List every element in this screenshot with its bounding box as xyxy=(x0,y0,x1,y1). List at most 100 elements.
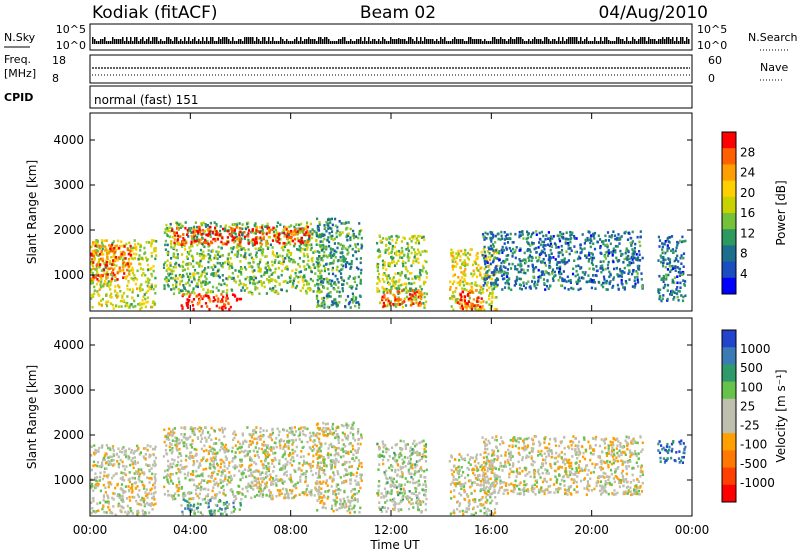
data-cell xyxy=(385,304,388,308)
data-cell xyxy=(170,288,173,291)
nsky-bar xyxy=(232,37,234,44)
data-cell xyxy=(271,263,274,267)
data-cell xyxy=(611,254,614,257)
data-cell xyxy=(325,220,328,224)
data-cell xyxy=(298,270,301,274)
data-cell xyxy=(198,279,201,283)
data-cell xyxy=(325,229,328,233)
data-cell xyxy=(125,242,128,246)
data-cell xyxy=(592,232,595,236)
data-cell xyxy=(307,240,310,243)
data-cell xyxy=(335,303,338,306)
data-cell xyxy=(421,250,424,253)
data-cell xyxy=(552,256,555,259)
data-cell xyxy=(220,307,224,310)
data-cell xyxy=(315,482,318,486)
nsky-bar xyxy=(374,39,376,44)
data-cell xyxy=(164,228,167,231)
data-cell xyxy=(165,276,168,279)
data-cell xyxy=(407,249,410,253)
data-cell xyxy=(283,496,286,500)
data-cell xyxy=(202,221,205,225)
data-cell xyxy=(323,250,326,254)
data-cell xyxy=(522,281,525,284)
data-cell xyxy=(287,441,290,444)
data-cell xyxy=(386,281,390,284)
nsky-bar xyxy=(210,37,212,44)
data-cell xyxy=(180,459,183,463)
data-cell xyxy=(247,469,250,472)
data-cell xyxy=(122,506,125,510)
data-cell xyxy=(549,237,552,240)
data-cell xyxy=(334,283,337,286)
data-cell xyxy=(453,280,456,283)
data-cell xyxy=(519,265,522,268)
data-cell xyxy=(667,257,670,260)
data-cell xyxy=(170,479,173,482)
data-cell xyxy=(602,268,605,272)
nsky-bar xyxy=(594,37,596,44)
data-cell xyxy=(110,292,113,296)
data-cell xyxy=(318,243,321,247)
nsky-bar xyxy=(438,41,440,44)
data-cell xyxy=(454,301,457,304)
data-cell xyxy=(254,431,258,434)
data-cell xyxy=(675,246,678,250)
data-cell xyxy=(673,291,676,295)
data-cell xyxy=(169,276,172,280)
nsky-bar xyxy=(150,41,152,44)
data-cell xyxy=(326,287,329,290)
data-cell xyxy=(267,281,271,284)
data-cell xyxy=(236,252,239,256)
data-cell xyxy=(181,269,185,272)
data-cell xyxy=(100,285,103,289)
data-cell xyxy=(311,445,315,448)
data-cell xyxy=(307,452,310,456)
data-cell xyxy=(322,264,325,268)
data-cell xyxy=(669,293,672,296)
data-cell xyxy=(544,264,547,267)
nsky-bar xyxy=(300,37,302,44)
data-cell xyxy=(327,272,331,276)
data-cell xyxy=(192,287,195,290)
data-cell xyxy=(638,250,641,253)
data-cell xyxy=(558,271,561,274)
data-cell xyxy=(318,223,321,226)
data-cell xyxy=(344,265,348,269)
data-cell xyxy=(320,445,323,448)
data-cell xyxy=(333,282,336,285)
nsky-bar xyxy=(548,39,550,44)
data-cell xyxy=(176,223,179,227)
data-cell xyxy=(204,283,207,286)
data-cell xyxy=(211,451,214,454)
data-cell xyxy=(620,235,623,238)
data-cell xyxy=(210,446,213,450)
data-cell xyxy=(243,266,247,269)
data-cell xyxy=(472,263,475,267)
data-cell xyxy=(124,450,127,453)
data-cell xyxy=(288,259,291,262)
data-cell xyxy=(302,228,305,232)
data-cell xyxy=(513,284,516,287)
data-cell xyxy=(320,257,323,260)
data-cell xyxy=(109,273,112,276)
data-cell xyxy=(508,246,511,250)
data-cell xyxy=(90,282,93,285)
data-cell xyxy=(478,308,481,311)
data-cell xyxy=(151,239,154,242)
data-cell xyxy=(151,305,154,309)
data-cell xyxy=(341,283,344,286)
nsky-bar xyxy=(596,41,598,44)
data-cell xyxy=(324,226,327,230)
data-cell xyxy=(272,226,275,230)
data-cell xyxy=(276,255,280,258)
data-cell xyxy=(186,267,190,270)
data-cell xyxy=(628,232,631,235)
data-cell xyxy=(452,308,455,312)
nsky-bar xyxy=(544,37,546,44)
data-cell xyxy=(275,280,278,283)
data-cell xyxy=(561,279,564,283)
data-cell xyxy=(124,257,127,260)
data-cell xyxy=(481,306,484,309)
nsky-bar xyxy=(644,37,646,44)
